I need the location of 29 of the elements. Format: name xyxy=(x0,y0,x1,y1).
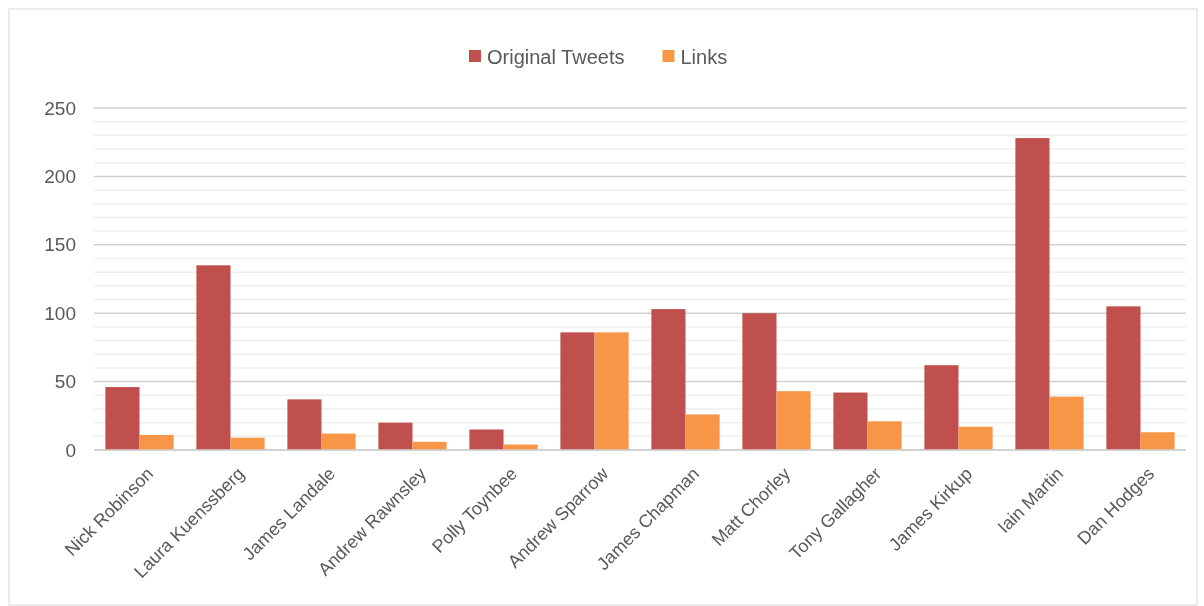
bar xyxy=(196,265,231,450)
bar xyxy=(651,309,686,450)
bar xyxy=(833,392,868,450)
bar xyxy=(594,332,629,450)
bar xyxy=(1015,138,1050,450)
bar xyxy=(1106,306,1141,450)
legend-label: Links xyxy=(680,46,728,68)
y-tick-label: 200 xyxy=(44,166,76,188)
bar xyxy=(139,434,174,450)
y-tick-label: 100 xyxy=(44,302,76,324)
bar xyxy=(1140,432,1175,450)
bar xyxy=(924,365,959,450)
legend-label: Original Tweets xyxy=(487,46,625,68)
y-tick-label: 150 xyxy=(44,234,76,256)
bar xyxy=(776,391,811,450)
bar xyxy=(469,429,504,450)
bar xyxy=(105,387,140,450)
bar xyxy=(560,332,595,450)
bar xyxy=(287,399,322,450)
bar xyxy=(321,433,356,450)
bar xyxy=(958,426,993,450)
bar xyxy=(742,313,777,450)
y-tick-label: 50 xyxy=(54,371,76,393)
bar xyxy=(1049,396,1084,450)
bar xyxy=(867,421,902,450)
y-tick-label: 0 xyxy=(65,439,76,461)
bar xyxy=(378,422,413,450)
y-tick-label: 250 xyxy=(44,97,76,119)
bar xyxy=(685,414,720,450)
